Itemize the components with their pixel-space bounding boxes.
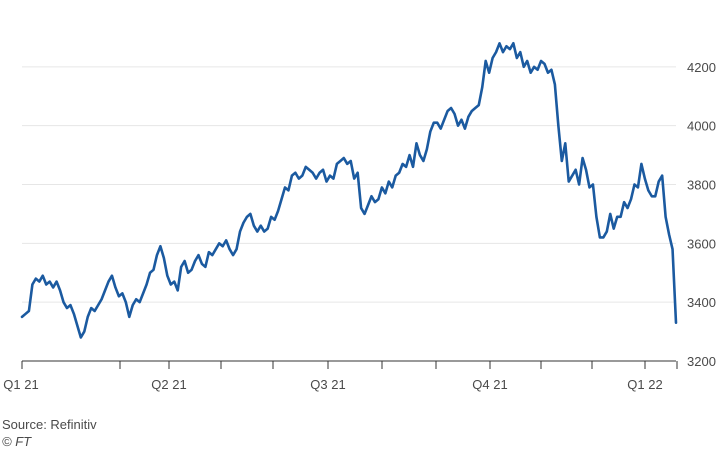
- y-tick-label: 3800: [687, 178, 716, 193]
- y-tick-label: 3600: [687, 236, 716, 251]
- copyright-credit: © FT: [2, 434, 32, 449]
- x-tick-label: Q4 21: [472, 377, 507, 392]
- y-tick-label: 4000: [687, 119, 716, 134]
- x-tick-label: Q1 22: [627, 377, 662, 392]
- gridlines: [22, 66, 676, 362]
- x-axis: Q1 21 Q2 21 Q3 21 Q4 21 Q1 22: [3, 361, 678, 392]
- source-note: Source: Refinitiv: [2, 417, 97, 432]
- series-line: [20, 42, 678, 339]
- plot-area: [20, 42, 678, 339]
- x-tick-label: Q2 21: [151, 377, 186, 392]
- x-tick-label: Q3 21: [310, 377, 345, 392]
- y-axis: 3200 3400 3600 3800 4000 4200: [687, 60, 716, 369]
- y-tick-label: 3400: [687, 295, 716, 310]
- y-tick-label: 4200: [687, 60, 716, 75]
- y-tick-label: 3200: [687, 354, 716, 369]
- line-chart: Q1 21 Q2 21 Q3 21 Q4 21 Q1 22 3200 3400 3600 38…: [3, 42, 716, 392]
- x-tick-label: Q1 21: [3, 377, 38, 392]
